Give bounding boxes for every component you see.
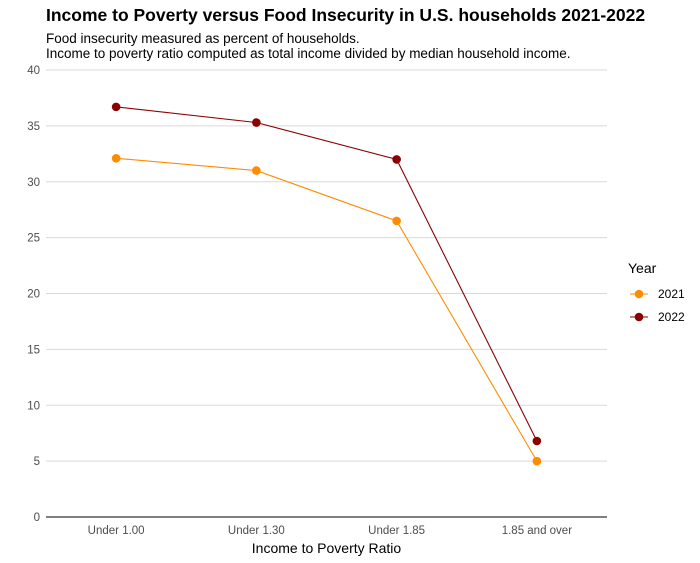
point-2022-0 [111, 102, 121, 112]
y-tick-label-35: 35 [27, 121, 40, 133]
legend-marker-2022 [634, 312, 644, 322]
x-tick-label-1: Under 1.30 [228, 525, 285, 537]
series-group [111, 102, 542, 466]
y-tick-label-40: 40 [27, 65, 40, 77]
y-tick-label-5: 5 [34, 456, 40, 468]
x-tick-label-2: Under 1.85 [368, 525, 425, 537]
y-tick-label-15: 15 [27, 344, 40, 356]
x-tick-label-0: Under 1.00 [88, 525, 145, 537]
point-2021-2 [392, 216, 401, 226]
point-2022-2 [392, 155, 401, 164]
series-line-2022 [116, 106, 538, 442]
legend-title: Year [628, 260, 657, 276]
point-2022-3 [532, 436, 542, 446]
x-axis-ticks: Under 1.00 Under 1.30 Under 1.85 1.85 and o… [88, 525, 573, 537]
y-tick-label-20: 20 [27, 289, 40, 301]
chart-title: Income to Poverty versus Food Insecurity… [46, 5, 646, 25]
subtitle-line-2: Income to poverty ratio computed as tota… [46, 46, 571, 61]
grid-lines [46, 69, 607, 462]
x-tick-label-3: 1.85 and over [502, 525, 573, 537]
legend-label-2021: 2021 [658, 287, 685, 301]
chart-subtitle: Food insecurity measured as percent of h… [46, 31, 571, 61]
y-tick-label-30: 30 [27, 177, 40, 189]
point-2021-1 [252, 166, 261, 175]
point-2022-1 [252, 118, 261, 127]
y-tick-label-0: 0 [34, 512, 40, 524]
point-2021-0 [111, 153, 121, 163]
point-2021-3 [532, 456, 542, 466]
legend-marker-2021 [634, 289, 644, 299]
legend-label-2022: 2022 [658, 310, 685, 324]
y-tick-label-10: 10 [27, 400, 40, 412]
y-tick-label-25: 25 [27, 233, 40, 245]
series-line-2021 [116, 157, 538, 462]
y-axis-ticks: 0 5 10 15 20 25 30 35 40 [27, 65, 40, 524]
subtitle-line-1: Food insecurity measured as percent of h… [46, 31, 360, 46]
legend: Year 2021 2022 [628, 260, 685, 324]
x-axis-title: Income to Poverty Ratio [252, 540, 402, 556]
